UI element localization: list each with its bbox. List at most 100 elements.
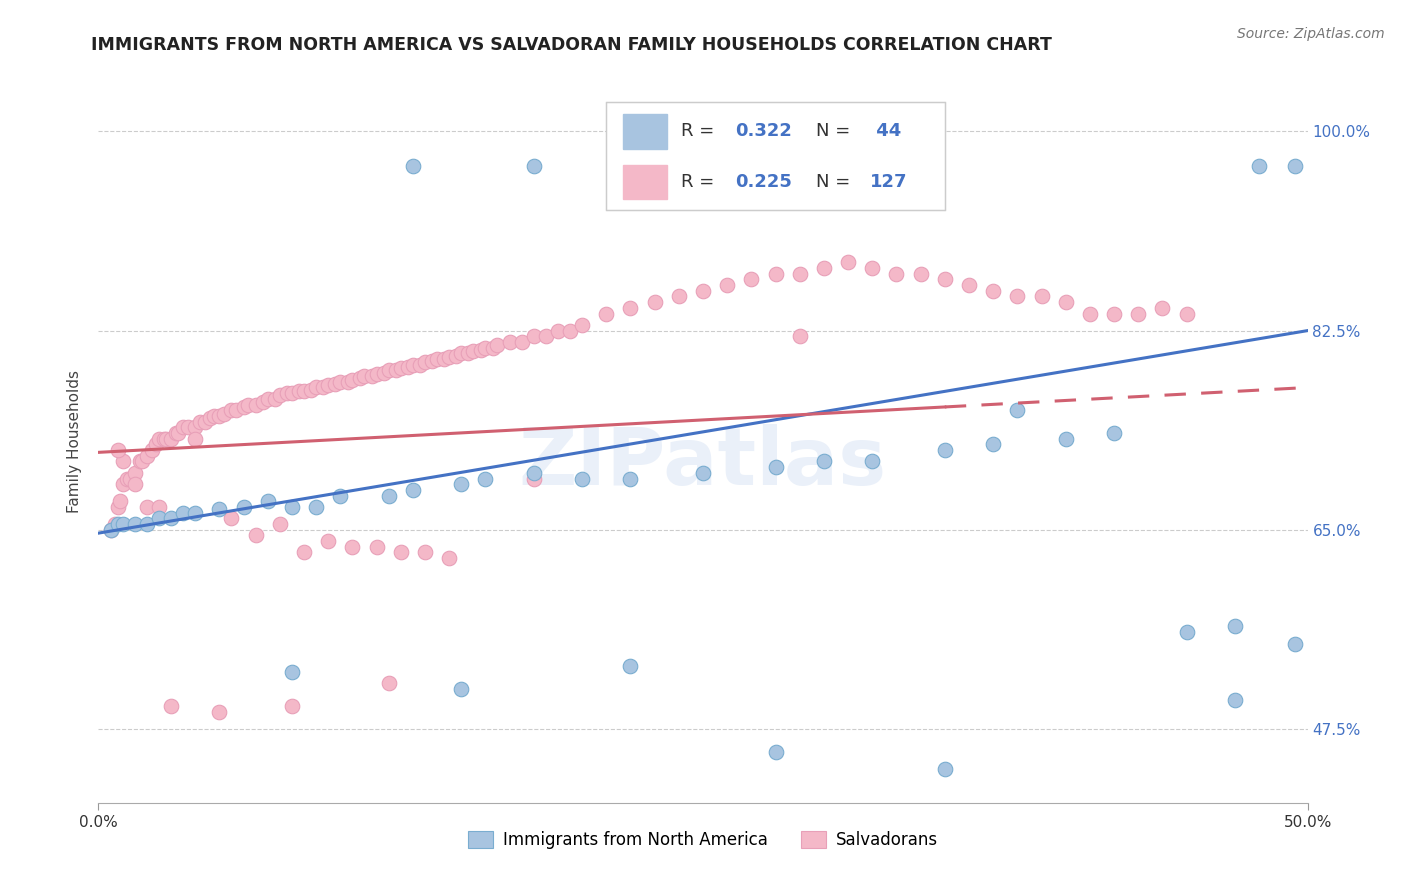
Y-axis label: Family Households: Family Households	[67, 370, 83, 513]
Point	[934, 272, 956, 286]
Point	[276, 386, 298, 401]
Point	[1249, 159, 1271, 173]
Point	[107, 516, 129, 531]
Point	[281, 500, 304, 514]
Point	[148, 511, 170, 525]
Point	[329, 489, 352, 503]
Point	[232, 400, 254, 414]
Point	[1078, 306, 1101, 320]
Text: ZIPatlas: ZIPatlas	[519, 425, 887, 502]
Point	[373, 366, 395, 380]
Point	[117, 471, 139, 485]
Point	[463, 344, 485, 359]
Point	[366, 367, 388, 381]
Point	[619, 471, 641, 485]
Point	[100, 523, 122, 537]
Point	[1054, 295, 1077, 310]
Point	[208, 502, 231, 516]
Point	[558, 324, 581, 338]
Point	[232, 500, 254, 514]
Point	[155, 432, 177, 446]
Point	[510, 334, 533, 349]
Point	[221, 511, 243, 525]
Point	[111, 477, 134, 491]
Point	[474, 471, 496, 485]
Point	[420, 354, 443, 368]
Point	[135, 516, 157, 531]
Point	[523, 466, 546, 480]
Point	[716, 278, 738, 293]
Point	[316, 534, 339, 549]
Point	[281, 386, 304, 401]
Point	[292, 545, 315, 559]
Point	[194, 415, 217, 429]
Point	[360, 369, 382, 384]
Point	[145, 437, 167, 451]
Point	[619, 659, 641, 673]
Point	[1102, 306, 1125, 320]
Point	[571, 318, 593, 332]
Point	[172, 506, 194, 520]
Point	[981, 437, 1004, 451]
Point	[245, 398, 267, 412]
Point	[433, 352, 456, 367]
Point	[789, 267, 811, 281]
Point	[426, 352, 449, 367]
Point	[470, 343, 492, 357]
Point	[644, 295, 666, 310]
Point	[450, 346, 472, 360]
Point	[167, 425, 190, 440]
Point	[128, 454, 150, 468]
Point	[1128, 306, 1150, 320]
Point	[204, 409, 226, 423]
Point	[325, 377, 347, 392]
Point	[910, 267, 932, 281]
Point	[100, 523, 122, 537]
Point	[305, 380, 328, 394]
Point	[957, 278, 980, 293]
Point	[498, 334, 520, 349]
Point	[160, 511, 183, 525]
Point	[1007, 403, 1029, 417]
Point	[208, 409, 231, 423]
Point	[141, 443, 163, 458]
Point	[481, 341, 503, 355]
Text: Source: ZipAtlas.com: Source: ZipAtlas.com	[1237, 27, 1385, 41]
Point	[389, 361, 412, 376]
Point	[165, 425, 187, 440]
Text: IMMIGRANTS FROM NORTH AMERICA VS SALVADORAN FAMILY HOUSEHOLDS CORRELATION CHART: IMMIGRANTS FROM NORTH AMERICA VS SALVADO…	[91, 36, 1052, 54]
Legend: Immigrants from North America, Salvadorans: Immigrants from North America, Salvadora…	[461, 824, 945, 856]
Point	[1284, 636, 1306, 650]
Point	[377, 489, 399, 503]
Point	[377, 363, 399, 377]
Point	[131, 454, 153, 468]
Point	[177, 420, 200, 434]
Point	[107, 500, 129, 514]
Point	[107, 443, 129, 458]
Point	[595, 306, 617, 320]
Point	[288, 384, 311, 398]
Point	[389, 545, 412, 559]
Point	[740, 272, 762, 286]
Point	[377, 676, 399, 690]
Point	[668, 289, 690, 303]
Point	[329, 375, 352, 389]
Point	[457, 346, 479, 360]
Point	[1284, 159, 1306, 173]
Point	[336, 375, 359, 389]
Point	[402, 483, 425, 497]
Point	[198, 411, 221, 425]
Point	[225, 403, 247, 417]
Point	[547, 324, 569, 338]
Point	[108, 494, 131, 508]
Point	[402, 159, 425, 173]
Point	[111, 454, 134, 468]
Point	[1152, 301, 1174, 315]
Point	[238, 398, 260, 412]
Point	[1175, 306, 1198, 320]
Point	[402, 358, 425, 372]
Point	[299, 383, 322, 397]
Point	[886, 267, 908, 281]
Point	[221, 403, 243, 417]
Point	[366, 540, 388, 554]
